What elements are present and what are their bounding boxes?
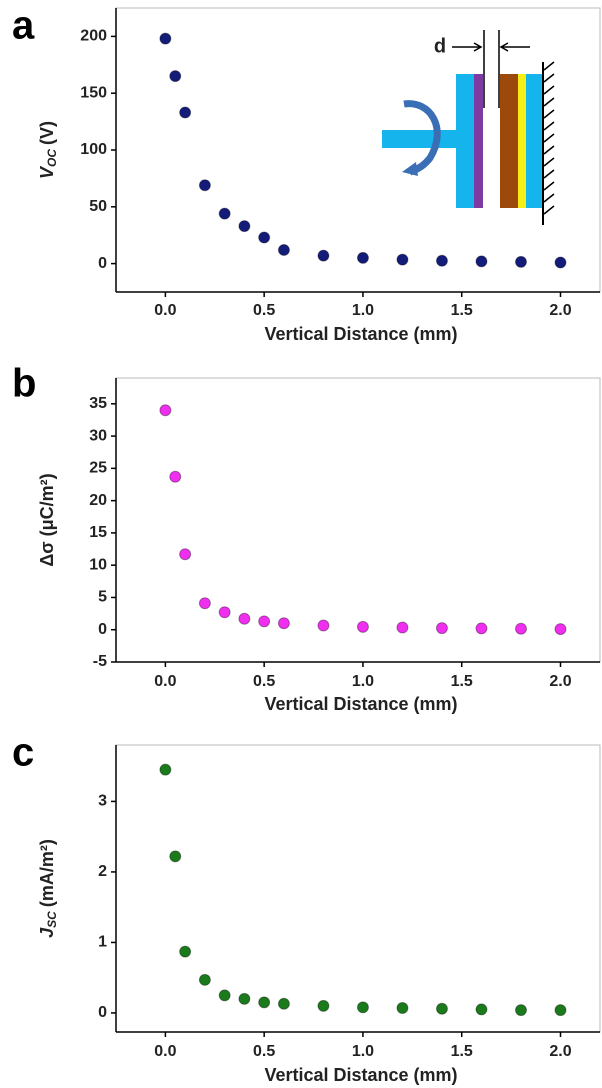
y-label-symbol: V bbox=[37, 165, 57, 179]
panel-letter: c bbox=[12, 731, 34, 775]
data-point bbox=[218, 606, 231, 619]
x-axis-label: Vertical Distance (mm) bbox=[264, 694, 457, 714]
y-axis-label: JSC (mA/m²) bbox=[37, 839, 59, 938]
data-point bbox=[396, 621, 409, 634]
data-point bbox=[169, 70, 182, 83]
data-point bbox=[317, 249, 330, 262]
data-point bbox=[179, 106, 192, 119]
x-axis-label: Vertical Distance (mm) bbox=[264, 324, 457, 344]
x-tick-label: 1.5 bbox=[451, 673, 473, 690]
data-point bbox=[435, 254, 448, 267]
y-tick-label: 1 bbox=[98, 934, 107, 951]
x-tick-label: 2.0 bbox=[549, 302, 571, 319]
y-tick-label: 3 bbox=[98, 793, 107, 810]
data-point bbox=[475, 1003, 488, 1016]
x-tick-label: 0.0 bbox=[154, 673, 176, 690]
data-point bbox=[554, 1004, 567, 1017]
data-point bbox=[179, 945, 192, 958]
data-point bbox=[435, 622, 448, 635]
data-point bbox=[198, 597, 211, 610]
y-axis-label: Δσ (μC/m²) bbox=[37, 473, 57, 566]
y-tick-label: 50 bbox=[89, 198, 107, 215]
data-point bbox=[238, 612, 251, 625]
y-tick-label: 35 bbox=[89, 395, 107, 412]
data-point bbox=[198, 179, 211, 192]
data-point bbox=[554, 623, 567, 636]
data-point bbox=[475, 622, 488, 635]
data-point bbox=[159, 404, 172, 417]
y-tick-label: 10 bbox=[89, 556, 107, 573]
x-tick-label: 2.0 bbox=[549, 673, 571, 690]
y-label-subscript: OC bbox=[45, 149, 59, 167]
x-tick-label: 2.0 bbox=[549, 1043, 571, 1060]
inset-schematic bbox=[382, 30, 555, 225]
x-tick-label: 0.0 bbox=[154, 302, 176, 319]
data-point bbox=[169, 470, 182, 483]
y-tick-label: 5 bbox=[98, 589, 107, 606]
data-point bbox=[514, 1004, 527, 1017]
data-point bbox=[258, 231, 271, 244]
y-label-symbol: J bbox=[37, 927, 57, 938]
y-tick-label: 30 bbox=[89, 427, 107, 444]
data-point bbox=[514, 622, 527, 635]
data-point bbox=[554, 256, 567, 269]
plot-frame bbox=[115, 377, 601, 663]
y-axis-label: VOC (V) bbox=[37, 121, 59, 179]
x-tick-label: 0.5 bbox=[253, 302, 275, 319]
data-point bbox=[396, 253, 409, 266]
x-axis-label: Vertical Distance (mm) bbox=[264, 1065, 457, 1085]
y-tick-label: 20 bbox=[89, 492, 107, 509]
data-point bbox=[317, 619, 330, 632]
x-tick-label: 0.5 bbox=[253, 1043, 275, 1060]
y-label-unit: (mA/m²) bbox=[37, 839, 57, 907]
data-point bbox=[179, 548, 192, 561]
y-tick-label: 25 bbox=[89, 460, 107, 477]
data-point bbox=[258, 996, 271, 1009]
panel-letter: a bbox=[12, 4, 35, 48]
data-point bbox=[238, 220, 251, 233]
data-point bbox=[435, 1002, 448, 1015]
x-tick-label: 1.5 bbox=[451, 302, 473, 319]
y-tick-label: 100 bbox=[80, 141, 107, 158]
y-label-unit: (V) bbox=[37, 121, 57, 145]
data-point bbox=[258, 615, 271, 628]
y-tick-label: -5 bbox=[93, 653, 107, 670]
data-point bbox=[218, 989, 231, 1002]
data-point bbox=[198, 973, 211, 986]
data-point bbox=[475, 255, 488, 268]
x-tick-label: 1.0 bbox=[352, 302, 374, 319]
plot-frame bbox=[115, 744, 601, 1033]
y-tick-label: 0 bbox=[98, 621, 107, 638]
data-point bbox=[396, 1002, 409, 1015]
data-point bbox=[514, 255, 527, 268]
y-tick-label: 2 bbox=[98, 863, 107, 880]
data-point bbox=[277, 617, 290, 630]
y-label-subscript: SC bbox=[45, 911, 59, 928]
y-tick-label: 150 bbox=[80, 84, 107, 101]
data-point bbox=[169, 850, 182, 863]
x-tick-label: 1.5 bbox=[451, 1043, 473, 1060]
data-point bbox=[218, 207, 231, 220]
x-tick-label: 1.0 bbox=[352, 673, 374, 690]
data-point bbox=[356, 1001, 369, 1014]
data-point bbox=[159, 32, 172, 45]
y-tick-label: 0 bbox=[98, 1004, 107, 1021]
y-tick-label: 200 bbox=[80, 28, 107, 45]
data-point bbox=[238, 992, 251, 1005]
data-point bbox=[277, 243, 290, 256]
x-tick-label: 0.5 bbox=[253, 673, 275, 690]
y-tick-label: 15 bbox=[89, 524, 107, 541]
data-point bbox=[159, 763, 172, 776]
data-point bbox=[317, 999, 330, 1012]
y-tick-label: 0 bbox=[98, 255, 107, 272]
x-tick-label: 0.0 bbox=[154, 1043, 176, 1060]
panel-letter: b bbox=[12, 362, 36, 406]
data-point bbox=[277, 997, 290, 1010]
annotation: d bbox=[434, 35, 446, 57]
data-point bbox=[356, 620, 369, 633]
data-point bbox=[356, 251, 369, 264]
x-tick-label: 1.0 bbox=[352, 1043, 374, 1060]
